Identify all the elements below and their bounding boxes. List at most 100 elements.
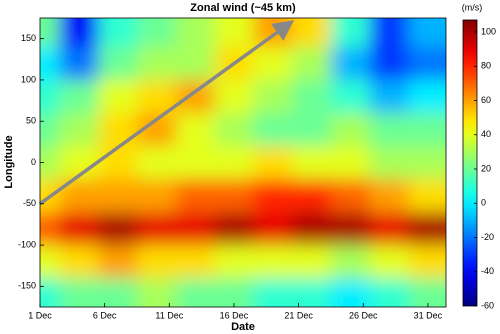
y-tick-label: -100 — [18, 239, 36, 249]
heat-cell — [175, 46, 216, 81]
heat-cell — [136, 245, 177, 279]
heat-cell — [136, 212, 177, 246]
heat-cell — [408, 18, 446, 48]
heat-cell — [214, 145, 254, 180]
heat-cell — [98, 46, 138, 81]
heat-cell — [330, 18, 371, 48]
heat-cell — [136, 46, 177, 81]
heat-cell — [175, 278, 216, 307]
heat-cell — [408, 112, 446, 147]
colorbar-tick-label: 40 — [481, 129, 491, 139]
heat-cell — [98, 212, 138, 246]
x-tick-label: 16 Dec — [220, 310, 249, 320]
colorbar-tick-label: -40 — [481, 266, 494, 276]
heat-cell — [40, 18, 60, 48]
heat-cell — [330, 46, 371, 81]
x-tick-label: 26 Dec — [349, 310, 378, 320]
heat-cell — [253, 278, 293, 307]
heat-cell — [369, 278, 410, 307]
heat-cell — [369, 245, 410, 279]
heat-cell — [175, 245, 216, 279]
x-tick-label: 31 Dec — [414, 310, 443, 320]
heat-cell — [136, 79, 177, 114]
heat-cell — [330, 212, 371, 246]
heat-cell — [98, 145, 138, 180]
heat-cell — [253, 46, 293, 81]
colorbar — [462, 19, 478, 307]
heat-cell — [98, 79, 138, 114]
colorbar-label: (m/s) — [462, 2, 483, 12]
x-tick-label: 11 Dec — [155, 310, 183, 320]
heat-cell — [136, 18, 177, 48]
chart-title: Zonal wind (~45 km) — [190, 2, 296, 14]
heat-cell — [253, 145, 293, 180]
arrow — [38, 20, 295, 206]
heat-cell — [136, 179, 177, 213]
colorbar-tick-label: 100 — [481, 26, 496, 36]
heat-cell — [40, 145, 60, 180]
heat-cell — [408, 212, 446, 246]
x-tick-label: 1 Dec — [28, 310, 52, 320]
heat-cell — [98, 18, 138, 48]
x-tick-label: 6 Dec — [93, 310, 117, 320]
heat-cell — [136, 278, 177, 307]
heat-cell — [369, 179, 410, 213]
heat-cell — [408, 79, 446, 114]
heat-cell — [408, 245, 446, 279]
y-tick-label: -50 — [23, 198, 36, 208]
heat-cell — [292, 179, 332, 213]
heat-cell — [59, 112, 99, 147]
heat-cell — [40, 278, 60, 307]
y-tick-label: 150 — [21, 33, 36, 43]
colorbar-tick-label: 80 — [481, 61, 491, 71]
heat-cell — [214, 112, 254, 147]
heat-cell — [40, 79, 60, 114]
y-tick-label: 100 — [21, 74, 36, 84]
heat-cell — [98, 278, 138, 307]
heat-cell — [369, 212, 410, 246]
heat-cell — [40, 212, 60, 246]
heat-cell — [330, 79, 371, 114]
heat-cell — [59, 46, 99, 81]
heat-cell — [214, 212, 254, 246]
heat-cell — [253, 112, 293, 147]
heat-cell — [59, 212, 99, 246]
y-axis-label: Longitude — [3, 135, 15, 188]
heat-cell — [330, 179, 371, 213]
heat-cell — [136, 145, 177, 180]
heat-cell — [175, 18, 216, 48]
heat-cell — [292, 18, 332, 48]
heat-cell — [408, 46, 446, 81]
heat-cell — [40, 46, 60, 81]
heat-cell — [253, 179, 293, 213]
colorbar-tick-label: -60 — [481, 300, 494, 310]
heat-cell — [175, 112, 216, 147]
heat-cell — [214, 18, 254, 48]
heat-cell — [214, 245, 254, 279]
y-tick-label: -150 — [18, 281, 36, 291]
heat-cell — [292, 278, 332, 307]
colorbar-tick-label: 60 — [481, 95, 491, 105]
heat-cell — [59, 18, 99, 48]
colorbar-tick-label: 0 — [481, 198, 486, 208]
heat-cell — [369, 79, 410, 114]
heat-cell — [253, 212, 293, 246]
heat-cell — [98, 179, 138, 213]
heat-cell — [214, 179, 254, 213]
colorbar-tick-label: -20 — [481, 232, 494, 242]
heat-cell — [369, 145, 410, 180]
heat-cell — [59, 278, 99, 307]
heat-cell — [330, 245, 371, 279]
heat-cell — [59, 79, 99, 114]
heat-cell — [214, 278, 254, 307]
heat-cell — [59, 245, 99, 279]
heat-cell — [369, 18, 410, 48]
x-axis-label: Date — [231, 321, 255, 333]
heat-cell — [175, 145, 216, 180]
heat-cell — [369, 112, 410, 147]
y-tick-label: 50 — [26, 116, 36, 126]
heat-cell — [292, 212, 332, 246]
heat-cell — [98, 112, 138, 147]
heat-cell — [330, 112, 371, 147]
